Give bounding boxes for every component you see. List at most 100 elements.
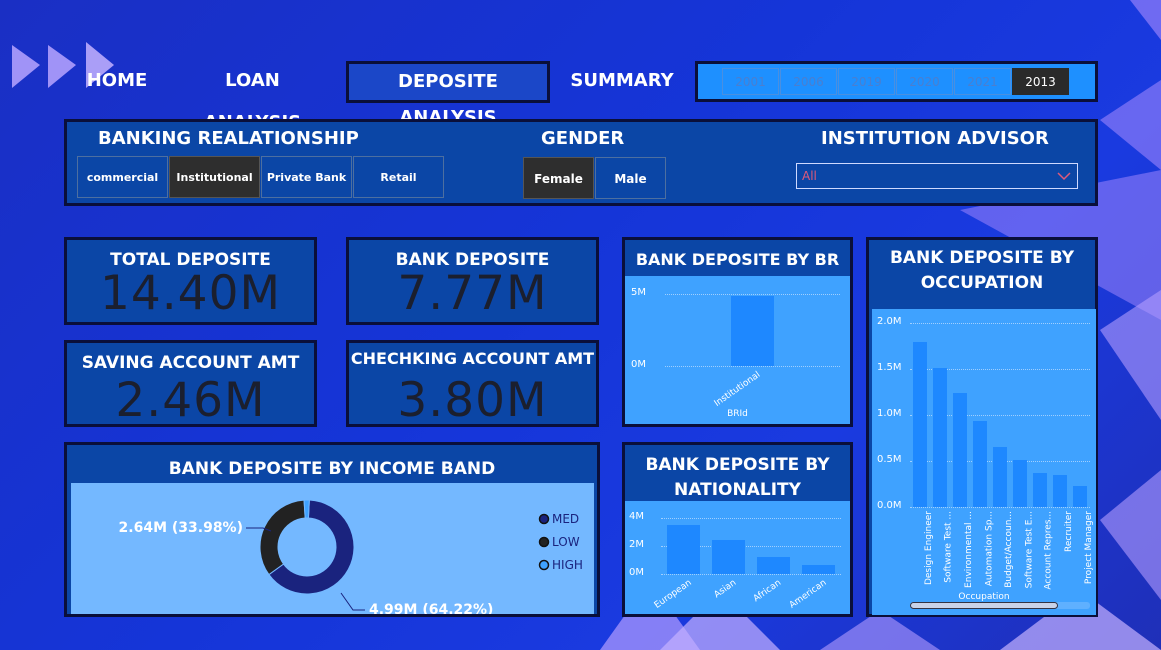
year-2013[interactable]: 2013	[1012, 68, 1069, 95]
kpi-bank-value: 7.77M	[397, 266, 548, 321]
kpi-total-value: 14.40M	[99, 266, 282, 321]
year-slicer: 2001 2006 2019 2020 2021 2013	[695, 61, 1098, 102]
donut-slice-med	[268, 499, 355, 595]
x-tick-label: Environmental ...	[964, 511, 974, 588]
chart-by-br: BANK DEPOSITE BY BR 0M 5M Institutional BRI…	[622, 237, 853, 427]
gridline	[910, 323, 1090, 324]
year-2020[interactable]: 2020	[896, 68, 953, 95]
x-tick-label: American	[787, 578, 829, 611]
gridline	[661, 574, 841, 575]
scrollbar-thumb[interactable]	[910, 602, 1058, 609]
filter-panel: BANKING REALATIONSHIP commercial Institu…	[64, 119, 1098, 206]
bar	[952, 392, 968, 507]
nav-deposit-analysis[interactable]: DEPOSITE ANALYSIS	[346, 61, 550, 128]
donut-label-low: 2.64M (33.98%)	[119, 520, 243, 536]
gridline	[665, 294, 840, 295]
gridline	[910, 369, 1090, 370]
bar	[1012, 460, 1028, 507]
bar	[730, 296, 775, 366]
legend-label-med[interactable]: MED	[552, 512, 579, 526]
chart-by-nationality-plot: 0M 2M 4M European Asian African American	[625, 501, 850, 614]
bar	[757, 557, 790, 574]
gender-title: GENDER	[541, 128, 625, 149]
chart-by-income-band-title: BANK DEPOSITE BY INCOME BAND	[168, 459, 496, 479]
gridline	[661, 546, 841, 547]
gridline	[910, 415, 1090, 416]
y-tick-label: 0M	[629, 567, 644, 578]
chart-by-nationality-title: BANK DEPOSITE BY NATIONALITY	[645, 455, 830, 500]
kpi-total-deposit: TOTAL DEPOSITE 14.40M	[64, 237, 317, 325]
x-tick-label: Budget/Accoun...	[1004, 511, 1014, 588]
gridline	[661, 518, 841, 519]
x-tick-label: Automation Sp...	[984, 511, 994, 587]
donut-slice-high	[303, 499, 310, 519]
chip-male[interactable]: Male	[595, 157, 666, 199]
bar	[1052, 474, 1068, 507]
bar	[972, 420, 988, 507]
advisor-dropdown-value: All	[802, 169, 817, 183]
donut-chart: 2.64M (33.98%) 4.99M (64.22%) MED LOW HIGH	[119, 499, 583, 614]
nav-loan-analysis[interactable]: LOAN ANALYSIS	[204, 70, 301, 133]
x-tick-label: Institutional	[712, 370, 763, 409]
x-tick-label: Asian	[712, 578, 739, 601]
y-tick-label: 4M	[629, 511, 644, 522]
y-tick-label: 0.5M	[877, 454, 902, 465]
chart-by-income-band-plot: 2.64M (33.98%) 4.99M (64.22%) MED LOW HIGH	[71, 483, 594, 614]
chart-by-occupation-plot: 0.0M 0.5M 1.0M 1.5M 2.0M Design Engineer Softw…	[872, 309, 1096, 615]
chip-private-bank[interactable]: Private Bank	[261, 156, 352, 198]
donut-slice-low	[259, 499, 306, 576]
y-tick-label: 2.0M	[877, 316, 902, 327]
x-tick-label: European	[652, 578, 694, 611]
x-tick-label: Project Manager	[1084, 511, 1094, 585]
chart-by-br-title: BANK DEPOSITE BY BR	[635, 250, 840, 269]
kpi-bank-deposit: BANK DEPOSITE 7.77M	[346, 237, 599, 325]
x-tick-label: Account Repres...	[1044, 511, 1054, 590]
kpi-checking-label: CHECHKING ACCOUNT AMT	[350, 349, 595, 368]
donut-label-med: 4.99M (64.22%)	[369, 602, 493, 614]
x-axis-label: Occupation	[958, 592, 1010, 602]
legend-marker-low	[538, 536, 550, 548]
bar	[932, 368, 948, 507]
x-tick-label: African	[751, 578, 784, 605]
x-tick-label: Software Test ...	[944, 511, 954, 583]
kpi-checking-account: CHECHKING ACCOUNT AMT 3.80M	[346, 340, 599, 428]
chip-female[interactable]: Female	[523, 157, 594, 199]
x-tick-label: Software Test E...	[1024, 511, 1034, 589]
gridline	[910, 507, 1090, 508]
y-tick-label: 5M	[631, 287, 646, 298]
x-axis-label: BRId	[727, 409, 748, 419]
chevron-down-icon	[1057, 172, 1071, 181]
legend-marker-high	[538, 559, 550, 571]
chip-retail[interactable]: Retail	[353, 156, 444, 198]
chart-by-occupation: BANK DEPOSITE BY OCCUPATION 0.0M 0.5M 1.0M…	[866, 237, 1098, 617]
legend-label-low[interactable]: LOW	[552, 535, 580, 549]
bar	[802, 564, 835, 574]
banking-relationship-title: BANKING REALATIONSHIP	[98, 128, 359, 149]
advisor-dropdown[interactable]: All	[796, 163, 1078, 189]
kpi-checking-value: 3.80M	[397, 373, 548, 428]
institution-advisor-title: INSTITUTION ADVISOR	[821, 128, 1049, 149]
gridline	[665, 366, 840, 367]
y-tick-label: 1.0M	[877, 408, 902, 419]
donut-leader-med	[340, 592, 365, 611]
legend-label-high[interactable]: HIGH	[552, 558, 583, 572]
bar	[1032, 472, 1048, 507]
nav-home[interactable]: HOME	[86, 70, 148, 91]
bar	[1072, 485, 1088, 507]
legend-marker-med	[538, 513, 550, 525]
chip-institutional[interactable]: Institutional	[169, 156, 260, 198]
year-2001[interactable]: 2001	[722, 68, 779, 95]
nav-summary[interactable]: SUMMARY	[570, 70, 674, 91]
y-tick-label: 2M	[629, 539, 644, 550]
year-2006[interactable]: 2006	[780, 68, 837, 95]
kpi-saving-value: 2.46M	[115, 373, 266, 428]
bar	[667, 525, 700, 574]
year-2019[interactable]: 2019	[838, 68, 895, 95]
chip-commercial[interactable]: commercial	[77, 156, 168, 198]
year-2021[interactable]: 2021	[954, 68, 1011, 95]
kpi-bank-label: BANK DEPOSITE	[395, 250, 550, 270]
donut-leader-low	[246, 527, 272, 532]
kpi-saving-label: SAVING ACCOUNT AMT	[81, 353, 300, 373]
chart-by-income-band: BANK DEPOSITE BY INCOME BAND 2.64M (33.9…	[64, 442, 600, 617]
bar	[712, 540, 745, 574]
